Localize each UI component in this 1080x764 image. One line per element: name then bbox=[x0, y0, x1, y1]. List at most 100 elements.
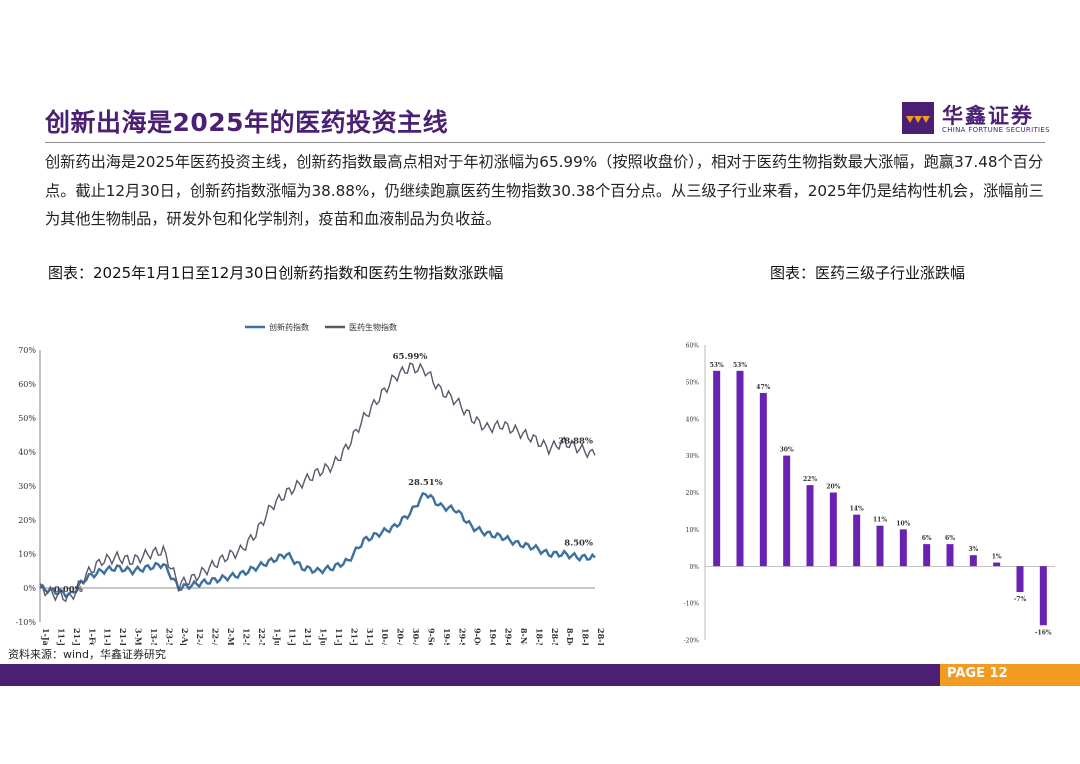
bar-value-label: 22% bbox=[803, 476, 817, 483]
data-label: 65.99% bbox=[393, 352, 428, 362]
x-tick-label: 19-Sep bbox=[442, 628, 452, 645]
caption-bar-chart: 图表：医药三级子行业涨跌幅 bbox=[770, 264, 966, 282]
bar bbox=[899, 529, 907, 567]
x-tick-label: 11-Jun bbox=[288, 628, 298, 645]
category-label: 线下药店 bbox=[903, 570, 911, 594]
bar bbox=[876, 525, 884, 567]
bar bbox=[759, 392, 767, 567]
x-tick-label: 21-Jul bbox=[349, 628, 359, 645]
y-tick-label: 40% bbox=[686, 416, 700, 423]
series-line-1 bbox=[39, 362, 596, 603]
y-tick-label: 0% bbox=[23, 584, 36, 593]
bar-value-label: 6% bbox=[922, 535, 932, 542]
bar-value-label: 20% bbox=[826, 484, 840, 491]
x-tick-label: 13-Mar bbox=[149, 628, 159, 645]
x-tick-label: 1-Jul bbox=[319, 628, 329, 645]
bar-value-label: 3% bbox=[968, 546, 978, 553]
y-tick-label: -10% bbox=[684, 601, 700, 608]
category-label: 中药 bbox=[997, 570, 1005, 582]
x-tick-label: 20-Aug bbox=[396, 628, 406, 645]
source-note: 资料来源：wind，华鑫证券研究 bbox=[8, 648, 167, 661]
y-tick-label: 0% bbox=[689, 564, 699, 571]
x-tick-label: 1-Jun bbox=[272, 628, 282, 645]
caption-line-chart: 图表：2025年1月1日至12月30日创新药指数和医药生物指数涨跌幅 bbox=[48, 264, 504, 282]
bar-value-label: -7% bbox=[1014, 596, 1027, 603]
category-label: 医疗耗材 bbox=[787, 570, 795, 594]
y-tick-label: 50% bbox=[686, 379, 700, 386]
bar-value-label: 14% bbox=[850, 506, 864, 513]
page-number: PAGE 12 bbox=[947, 666, 1008, 681]
data-label: 0.00% bbox=[54, 585, 83, 595]
bar-value-label: 10% bbox=[896, 520, 910, 527]
bar bbox=[993, 562, 1001, 567]
x-tick-label: 3-Mar bbox=[134, 628, 144, 645]
data-label: 38.88% bbox=[558, 436, 593, 446]
bar bbox=[806, 485, 814, 567]
category-label: 医疗设备 bbox=[927, 570, 935, 594]
x-tick-label: 29-Oct bbox=[504, 628, 514, 645]
y-tick-label: -10% bbox=[16, 618, 37, 627]
y-tick-label: 10% bbox=[686, 527, 700, 534]
bar bbox=[946, 544, 954, 567]
legend-label: 创新药指数 bbox=[269, 322, 309, 332]
category-label: 医疗研发外包 bbox=[740, 570, 748, 606]
x-tick-label: 10-Aug bbox=[380, 628, 390, 645]
y-tick-label: 20% bbox=[18, 516, 36, 525]
y-tick-label: 60% bbox=[18, 380, 36, 389]
x-tick-label: 1-Jan bbox=[41, 628, 51, 645]
bar-value-label: 53% bbox=[710, 362, 724, 369]
bar bbox=[713, 370, 721, 567]
title-divider bbox=[45, 142, 1045, 143]
y-tick-label: 20% bbox=[686, 490, 700, 497]
x-tick-label: 21-Feb bbox=[118, 628, 128, 645]
subindustry-bar-chart: -20% -10% 0% 10% 20% 30% 40% 50% 60% 53% 其他生物制品 53%… bbox=[684, 343, 1055, 645]
x-tick-label: 28-Nov bbox=[550, 628, 560, 645]
bar-value-label: 30% bbox=[780, 447, 794, 454]
bar-value-label: 6% bbox=[945, 535, 955, 542]
y-tick-label: 70% bbox=[18, 346, 36, 355]
category-label: 中药 bbox=[880, 570, 888, 582]
bar-value-label: 53% bbox=[733, 362, 747, 369]
x-tick-label: 21-Jun bbox=[303, 628, 313, 645]
x-tick-label: 8-Nov bbox=[519, 628, 529, 645]
x-tick-label: 18-Nov bbox=[534, 628, 544, 645]
x-tick-label: 21-Jan bbox=[72, 628, 82, 645]
x-tick-label: 2-Apr bbox=[180, 628, 190, 645]
x-tick-label: 11-Jan bbox=[56, 628, 66, 645]
legend-label: 医药生物指数 bbox=[349, 322, 397, 332]
y-tick-label: 10% bbox=[18, 550, 36, 559]
y-tick-label: 60% bbox=[686, 343, 700, 350]
bar bbox=[853, 514, 861, 567]
brand-logo: 华鑫证券 CHINA FORTUNE SECURITIES bbox=[902, 102, 1050, 136]
category-label: 其他生物制品 bbox=[717, 570, 725, 606]
y-tick-label: -20% bbox=[684, 638, 700, 645]
y-tick-label: 50% bbox=[18, 414, 36, 423]
y-tick-label: 40% bbox=[18, 448, 36, 457]
y-tick-label: 30% bbox=[686, 453, 700, 460]
slide-title: 创新出海是2025年的医药投资主线 bbox=[45, 108, 449, 137]
bar bbox=[969, 555, 977, 567]
x-tick-label: 22-May bbox=[257, 628, 267, 645]
bar bbox=[1016, 566, 1024, 593]
page-number-box bbox=[940, 664, 1080, 686]
bar-value-label: 1% bbox=[992, 554, 1002, 561]
category-label: 医疗服务 bbox=[857, 570, 865, 594]
x-tick-label: 31-Jul bbox=[365, 628, 375, 645]
x-tick-label: 29-Sep bbox=[457, 628, 467, 645]
x-tick-label: 22-Apr bbox=[211, 628, 221, 645]
bar bbox=[736, 370, 744, 567]
series-line-0 bbox=[39, 491, 596, 599]
bar bbox=[1039, 566, 1047, 626]
body-paragraph: 创新药出海是2025年医药投资主线，创新药指数最高点相对于年初涨幅为65.99%… bbox=[45, 153, 1044, 228]
category-label: 医院 bbox=[973, 570, 981, 582]
logo-mark-icon bbox=[902, 102, 934, 134]
x-tick-label: 12-May bbox=[241, 628, 251, 645]
x-tick-label: 11-Jul bbox=[334, 628, 344, 645]
bar-value-label: -16% bbox=[1035, 629, 1052, 636]
x-tick-label: 8-Dec bbox=[565, 628, 575, 645]
footer-bar bbox=[0, 664, 1080, 686]
data-label: 28.51% bbox=[408, 478, 443, 488]
x-tick-label: 9-Sep bbox=[426, 628, 436, 645]
x-tick-label: 2-May bbox=[226, 628, 236, 645]
x-tick-label: 28-Dec bbox=[596, 628, 606, 645]
